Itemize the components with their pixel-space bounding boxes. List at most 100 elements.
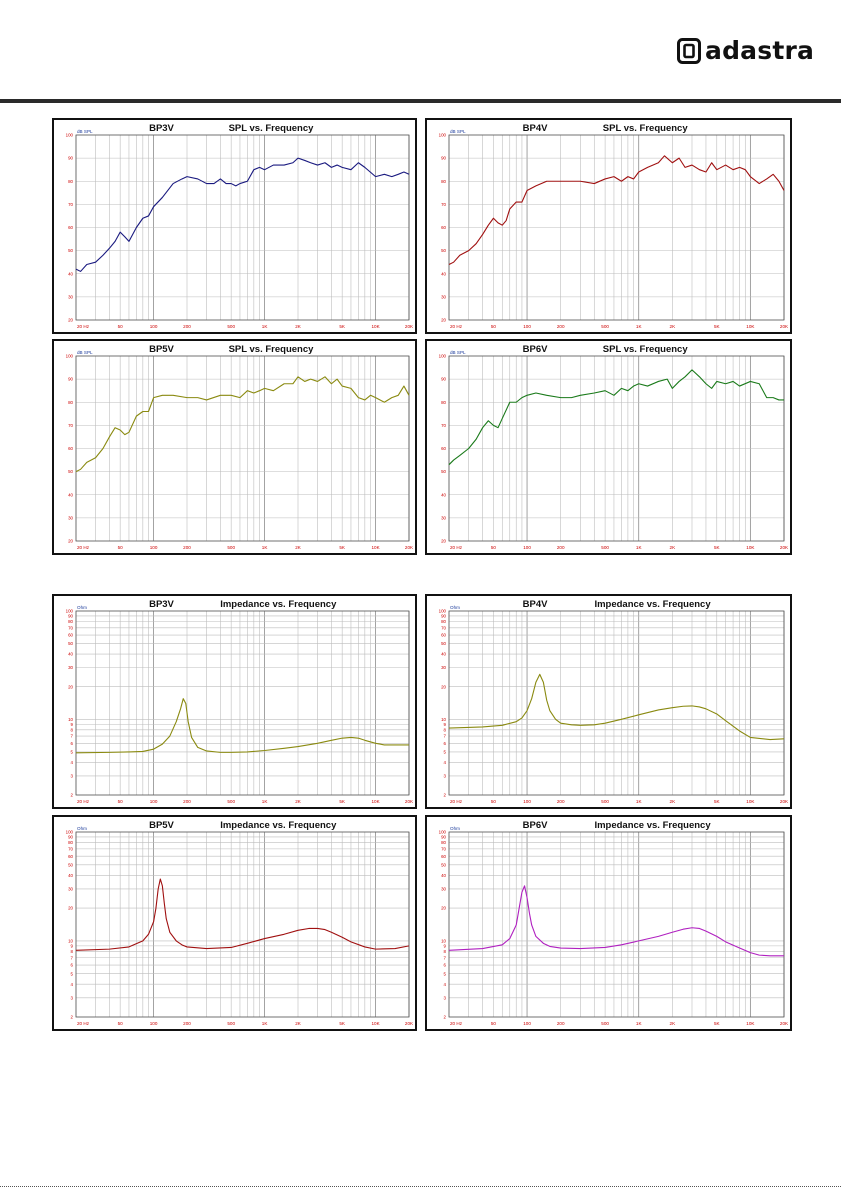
chart-panel-bp4v-spl: BP4V SPL vs. Frequency dB SPL 20 30 40 50 60 70 8…	[425, 118, 792, 334]
chart-panel-bp5v-spl: BP5V SPL vs. Frequency dB SPL 20 30 40 50 60 70 8…	[52, 339, 417, 555]
y-tick-label: 100	[439, 354, 447, 359]
y-tick-label: 90	[441, 377, 446, 382]
series-line-bp6v	[448, 885, 784, 957]
x-tick-label: 500	[601, 1021, 609, 1026]
y-tick-label: 7	[444, 734, 447, 739]
y-tick-label: 90	[441, 156, 446, 161]
page-bottom-border	[0, 1186, 841, 1187]
chart-svg: BP3V Impedance vs. FrequencyOhm2345678910…	[52, 594, 417, 809]
series-line-bp5v	[75, 376, 410, 473]
y-tick-label: 10	[68, 938, 73, 943]
x-tick-label: 1K	[636, 799, 643, 804]
header-rule	[0, 99, 841, 103]
x-tick-label: 20K	[780, 324, 789, 329]
y-tick-label: 50	[441, 641, 446, 646]
chart-model-label: BP4V	[523, 123, 548, 134]
y-tick-label: 50	[68, 248, 73, 253]
chart-svg: BP4V SPL vs. Frequency dB SPL 20 30 40 50 60 70 8…	[425, 118, 792, 334]
x-tick-label: 100	[523, 799, 531, 804]
y-tick-label: 50	[68, 641, 73, 646]
y-tick-label: 70	[441, 625, 446, 630]
y-tick-label: 10	[441, 938, 446, 943]
y-tick-label: 60	[441, 446, 446, 451]
y-tick-label: 80	[441, 840, 446, 845]
y-axis-label: dB SPL	[77, 350, 93, 355]
x-tick-label: 10K	[746, 324, 755, 329]
x-tick-label: 100	[523, 545, 531, 550]
y-tick-label: 7	[71, 955, 74, 960]
x-tick-label: 200	[557, 1021, 565, 1026]
x-tick-label: 1K	[262, 799, 269, 804]
y-tick-label: 40	[68, 492, 73, 497]
y-axis-label: dB SPL	[77, 129, 93, 134]
x-tick-label: 200	[557, 324, 565, 329]
y-tick-label: 60	[68, 633, 73, 638]
y-tick-label: 4	[71, 760, 74, 765]
y-tick-label: 40	[68, 873, 73, 878]
x-tick-label: 10K	[371, 545, 380, 550]
series-line-bp3v	[75, 157, 410, 272]
chart-panel-bp4v-impedance: BP4V Impedance vs. Frequency Ohm 2 3 4 5 6 7 8 9 10…	[425, 594, 792, 809]
y-tick-label: 40	[68, 271, 73, 276]
x-tick-label: 2K	[670, 799, 677, 804]
x-tick-label: 100	[150, 799, 158, 804]
y-tick-label: 60	[68, 446, 73, 451]
chart-frame	[425, 815, 792, 1031]
chart-title: Impedance vs. Frequency	[594, 599, 711, 610]
brand-name: adastra	[705, 36, 815, 65]
y-tick-label: 30	[68, 294, 73, 299]
series-line-bp5v	[75, 878, 410, 951]
y-tick-label: 9	[444, 943, 447, 948]
y-tick-label: 4	[444, 982, 447, 987]
y-tick-label: 30	[68, 665, 73, 670]
y-tick-label: 60	[441, 633, 446, 638]
x-tick-label: 2K	[670, 324, 677, 329]
y-tick-label: 3	[71, 774, 74, 779]
plot-area	[75, 610, 410, 796]
x-tick-label: 20 Hz	[450, 324, 463, 329]
adastra-logo-icon	[677, 38, 701, 64]
x-tick-label: 200	[557, 545, 565, 550]
y-tick-label: 20	[68, 684, 73, 689]
y-axis-label: dB SPL	[450, 350, 466, 355]
y-tick-label: 80	[68, 400, 73, 405]
y-tick-label: 100	[66, 133, 74, 138]
y-tick-label: 60	[68, 225, 73, 230]
x-tick-label: 50	[118, 799, 124, 804]
plot-area	[448, 610, 785, 796]
x-tick-label: 20 Hz	[77, 545, 90, 550]
x-tick-label: 1K	[636, 545, 643, 550]
y-tick-label: 9	[444, 722, 447, 727]
y-tick-label: 30	[68, 887, 73, 892]
x-tick-label: 20 Hz	[77, 1021, 90, 1026]
x-tick-label: 10K	[371, 324, 380, 329]
y-axis-label: Ohm	[450, 605, 460, 610]
x-tick-label: 50	[118, 545, 124, 550]
y-tick-label: 50	[441, 248, 446, 253]
y-tick-label: 80	[68, 179, 73, 184]
chart-frame	[425, 118, 792, 334]
y-tick-label: 80	[68, 619, 73, 624]
y-tick-label: 40	[441, 873, 446, 878]
x-tick-label: 5K	[339, 799, 346, 804]
chart-panel-bp6v-impedance: BP6V Impedance vs. Frequency Ohm 2 3 4 5 6 7 8 9 10…	[425, 815, 792, 1031]
y-tick-label: 70	[68, 625, 73, 630]
x-tick-label: 50	[491, 1021, 497, 1026]
x-tick-label: 2K	[295, 545, 302, 550]
x-tick-label: 20 Hz	[77, 799, 90, 804]
y-tick-label: 8	[444, 949, 447, 954]
y-tick-label: 30	[68, 515, 73, 520]
series-line-bp4v	[448, 155, 785, 265]
x-tick-label: 200	[557, 799, 565, 804]
y-tick-label: 20	[441, 684, 446, 689]
y-tick-label: 30	[441, 294, 446, 299]
y-tick-label: 100	[439, 133, 447, 138]
chart-title: SPL vs. Frequency	[603, 344, 689, 355]
x-tick-label: 5K	[714, 799, 721, 804]
y-tick-label: 6	[444, 963, 447, 968]
y-tick-label: 5	[444, 971, 447, 976]
y-tick-label: 60	[441, 225, 446, 230]
chart-frame	[425, 339, 792, 555]
plot-area	[75, 134, 410, 321]
chart-frame	[52, 815, 417, 1031]
